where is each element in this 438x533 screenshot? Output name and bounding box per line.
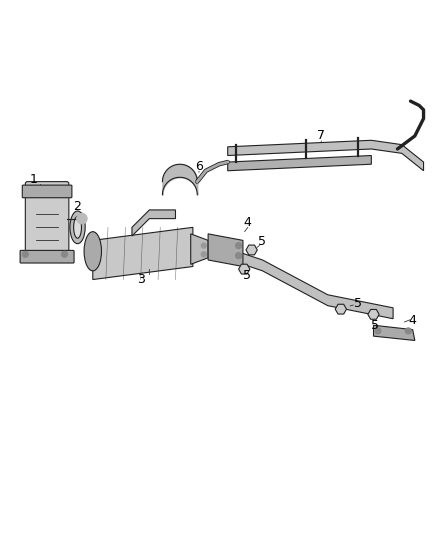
Ellipse shape bbox=[74, 216, 81, 238]
Text: 5: 5 bbox=[371, 319, 379, 332]
Text: 7: 7 bbox=[317, 130, 325, 142]
Circle shape bbox=[61, 251, 67, 257]
Text: 4: 4 bbox=[409, 314, 417, 327]
Circle shape bbox=[201, 243, 206, 248]
Text: 3: 3 bbox=[137, 273, 145, 286]
Text: 6: 6 bbox=[195, 160, 203, 173]
Polygon shape bbox=[228, 156, 371, 171]
Circle shape bbox=[236, 243, 242, 249]
Circle shape bbox=[201, 252, 206, 257]
Circle shape bbox=[405, 328, 411, 334]
FancyBboxPatch shape bbox=[25, 182, 69, 260]
Text: 1: 1 bbox=[30, 173, 38, 186]
Polygon shape bbox=[239, 264, 250, 274]
Text: 4: 4 bbox=[244, 216, 251, 230]
Text: 5: 5 bbox=[354, 296, 362, 310]
Ellipse shape bbox=[84, 232, 102, 271]
FancyBboxPatch shape bbox=[22, 185, 72, 198]
Polygon shape bbox=[335, 304, 346, 314]
Polygon shape bbox=[228, 140, 424, 171]
Polygon shape bbox=[246, 245, 257, 255]
Polygon shape bbox=[368, 310, 379, 319]
Circle shape bbox=[236, 253, 242, 259]
Circle shape bbox=[77, 213, 87, 224]
Circle shape bbox=[375, 328, 381, 334]
Polygon shape bbox=[191, 234, 208, 264]
Ellipse shape bbox=[70, 211, 85, 244]
Polygon shape bbox=[132, 210, 176, 236]
FancyBboxPatch shape bbox=[20, 251, 74, 263]
Polygon shape bbox=[93, 228, 193, 279]
Text: 5: 5 bbox=[243, 269, 251, 282]
Text: 2: 2 bbox=[74, 200, 81, 213]
Circle shape bbox=[22, 251, 28, 257]
Polygon shape bbox=[374, 325, 415, 341]
Polygon shape bbox=[208, 234, 243, 266]
Text: 5: 5 bbox=[258, 235, 266, 248]
Polygon shape bbox=[210, 243, 393, 319]
